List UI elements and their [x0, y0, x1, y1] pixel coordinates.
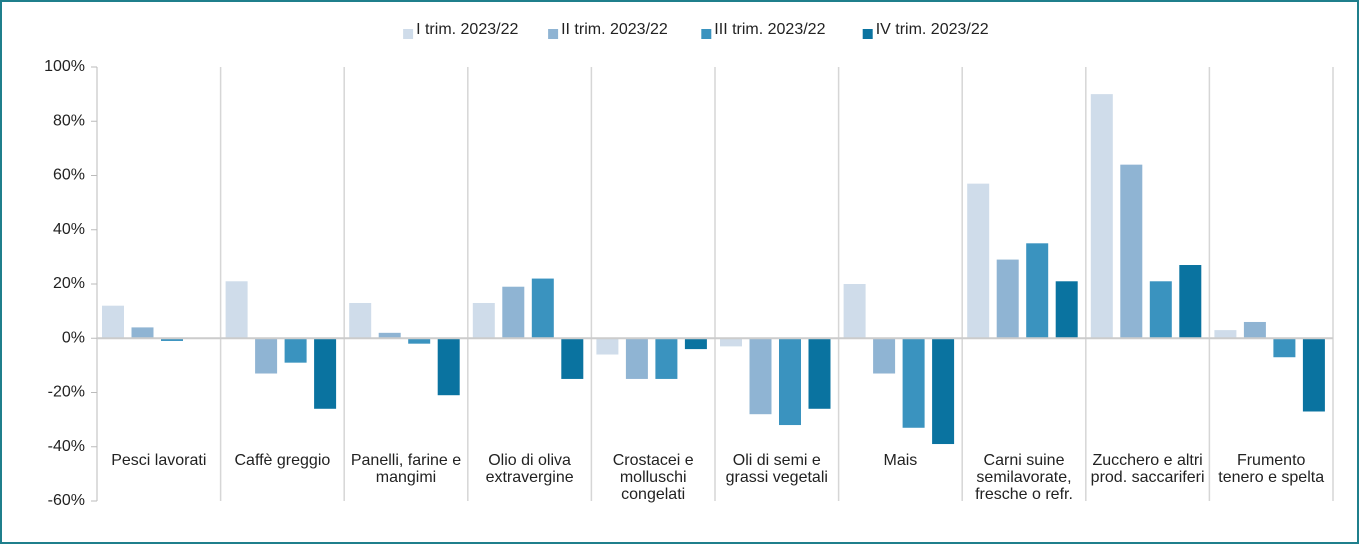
y-tick-label: 0%	[62, 329, 85, 346]
x-tick-label: Crostacei e molluschi congelati	[612, 452, 694, 503]
bar	[902, 338, 925, 428]
bar	[284, 338, 307, 363]
bar	[1214, 330, 1237, 339]
x-tick-label: Pesci lavorati	[111, 452, 207, 469]
bar	[1273, 338, 1296, 358]
bar	[996, 259, 1019, 339]
bar	[779, 338, 801, 426]
bar	[967, 183, 990, 339]
x-tick-label: Zucchero e altri prod. saccariferi	[1090, 452, 1205, 486]
bar	[749, 338, 772, 415]
legend-label: I trim. 2023/22	[416, 21, 518, 38]
y-tick-label: 100%	[44, 58, 85, 75]
bar	[596, 338, 619, 355]
bar	[1055, 281, 1078, 339]
y-tick-label: -40%	[48, 438, 85, 455]
y-tick-label: -60%	[48, 492, 85, 509]
y-tick-label: 60%	[53, 167, 85, 184]
legend-swatch	[548, 29, 559, 39]
bar	[1149, 281, 1172, 339]
y-tick-label: 40%	[53, 221, 85, 238]
bar	[161, 338, 183, 341]
bar	[1243, 321, 1266, 339]
x-tick-label: Caffè greggio	[234, 452, 331, 469]
bar	[1179, 265, 1202, 339]
bar	[1090, 94, 1113, 339]
bar	[531, 278, 554, 339]
x-tick-label: Panelli, farine e mangimi	[350, 452, 462, 486]
x-tick-label: Olio di oliva extravergine	[485, 452, 574, 486]
y-tick-label: -20%	[48, 384, 85, 401]
bar	[873, 338, 896, 374]
bar	[408, 338, 431, 344]
bar	[684, 338, 707, 350]
bar	[808, 338, 831, 409]
bar	[561, 338, 584, 379]
bar	[720, 338, 742, 347]
legend-label: III trim. 2023/22	[714, 21, 825, 38]
bar	[625, 338, 648, 379]
y-tick-label: 20%	[53, 275, 85, 292]
x-tick-label: Carni suine semilavorate, fresche o refr…	[975, 452, 1073, 503]
bar	[502, 286, 525, 339]
bar	[225, 281, 248, 339]
x-tick-label: Oli di semi e grassi vegetali	[725, 452, 828, 486]
bar	[932, 338, 955, 445]
bar	[1120, 164, 1143, 339]
x-tick-label: Mais	[883, 452, 918, 469]
bar	[102, 305, 124, 339]
bar	[472, 302, 495, 339]
bar	[437, 338, 460, 396]
bar	[131, 327, 154, 339]
bar	[843, 284, 866, 339]
bar	[1302, 338, 1325, 412]
bar	[1026, 243, 1049, 339]
bar	[255, 338, 278, 374]
legend-label: IV trim. 2023/22	[876, 21, 989, 38]
bar	[314, 338, 337, 409]
bar	[378, 332, 401, 339]
legend-label: II trim. 2023/22	[561, 21, 668, 38]
bar	[655, 338, 678, 379]
legend-swatch	[701, 29, 712, 39]
y-tick-label: 80%	[53, 112, 85, 129]
bar	[349, 302, 372, 339]
legend-swatch	[403, 29, 414, 39]
legend-swatch	[862, 29, 873, 39]
x-tick-label: Frumento tenero e spelta	[1218, 452, 1325, 486]
